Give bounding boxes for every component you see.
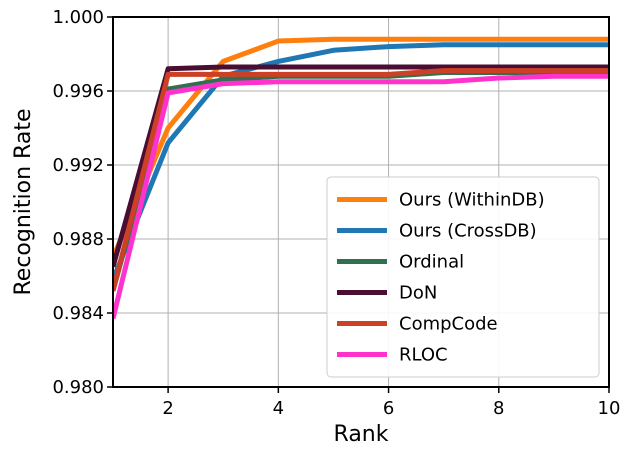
series-line-5 — [113, 73, 609, 320]
y-tick-label: 0.980 — [52, 377, 104, 398]
axis-ticks: 2 4 6 8 10 0.980 0.984 0.988 0.992 0.996 1.000 — [52, 7, 620, 419]
x-tick-label: 8 — [493, 398, 504, 419]
x-tick-label: 2 — [162, 398, 173, 419]
x-tick-label: 6 — [383, 398, 394, 419]
y-tick-label: 0.984 — [52, 303, 104, 324]
legend: Ours (WithinDB) Ours (CrossDB) Ordinal DoN C… — [326, 176, 600, 378]
legend-box — [326, 176, 600, 378]
series-line-1 — [113, 42, 609, 281]
legend-label-0: Ours (WithinDB) — [399, 190, 545, 211]
series-line-4 — [113, 68, 609, 292]
legend-label-4: CompCode — [399, 314, 498, 335]
y-tick-label: 0.996 — [52, 81, 104, 102]
plot-frame — [112, 16, 610, 388]
series-line-0 — [113, 36, 609, 259]
x-axis-title: Rank — [334, 422, 389, 447]
legend-label-1: Ours (CrossDB) — [399, 221, 537, 242]
legend-label-2: Ordinal — [399, 252, 464, 273]
series-lines — [113, 36, 609, 320]
y-tick-label: 0.988 — [52, 229, 104, 250]
legend-label-3: DoN — [399, 283, 437, 304]
legend-label-5: RLOC — [399, 345, 448, 366]
series-line-3 — [113, 64, 609, 268]
y-tick-label: 0.992 — [52, 155, 104, 176]
x-tick-label: 10 — [598, 398, 621, 419]
y-tick-label: 1.000 — [52, 7, 104, 28]
y-axis-title: Recognition Rate — [11, 109, 36, 296]
x-tick-label: 4 — [273, 398, 284, 419]
